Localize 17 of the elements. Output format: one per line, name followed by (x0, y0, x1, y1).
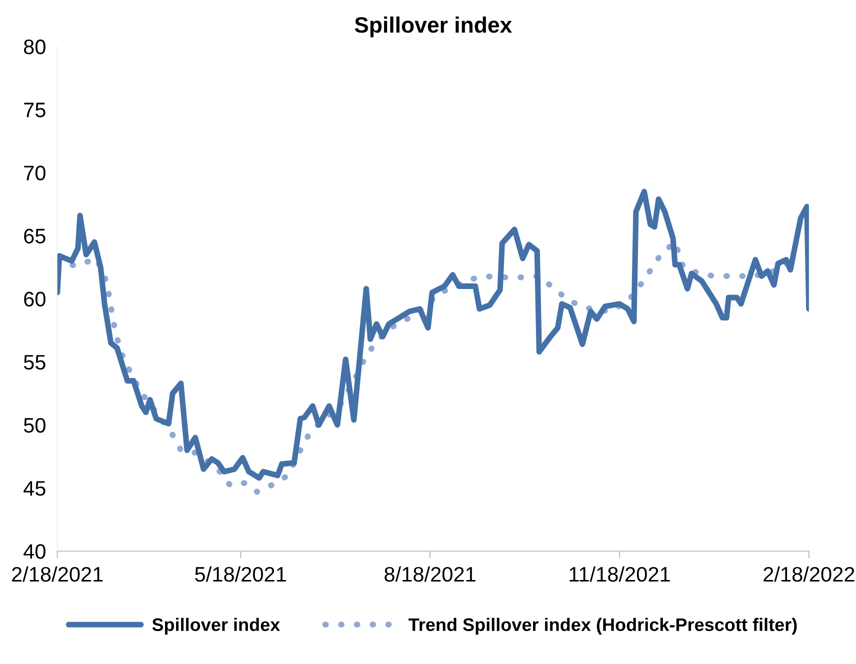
x-tick-label: 2/18/2021 (12, 566, 103, 582)
x-tick-label: 2/18/2022 (764, 566, 854, 582)
y-tick-label: 75 (24, 102, 46, 118)
y-tick-label: 50 (24, 418, 46, 433)
chart-title: Spillover index (354, 16, 512, 38)
x-tick-label: 8/18/2021 (384, 566, 476, 582)
y-tick-label: 60 (24, 292, 46, 307)
y-tick-label: 70 (24, 166, 46, 180)
y-tick-label: 45 (24, 481, 46, 496)
y-tick-label: 40 (24, 544, 46, 559)
y-tick-label: 55 (24, 355, 46, 370)
legend-label: Trend Spillover index (Hodrick-Prescott filter) (408, 618, 797, 635)
x-tick-label: 11/18/2021 (570, 566, 670, 582)
legend-label: Spillover index (152, 618, 280, 635)
y-tick-label: 65 (24, 228, 46, 244)
y-tick-label: 80 (24, 39, 46, 54)
x-tick-label: 5/18/2021 (195, 566, 286, 582)
